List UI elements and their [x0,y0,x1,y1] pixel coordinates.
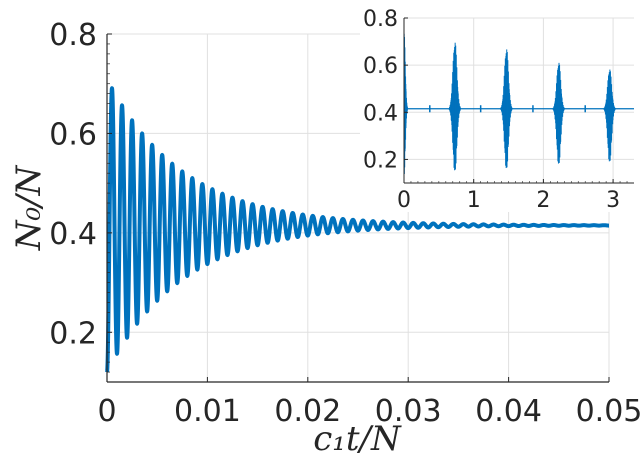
inset-axes [403,17,634,184]
main-series-line [105,86,611,373]
main-y-tick-label: 0.8 [49,18,97,53]
inset-y-tick-labels: 0.2 0.4 0.6 0.8 [363,7,398,173]
main-x-tick-label: 0.05 [576,394,642,429]
x-axis-label: c₁t/N [313,419,402,459]
inset-x-tick-label: 1 [467,188,481,213]
inset-y-tick-label: 0.2 [363,148,398,173]
main-x-tick-label: 0.02 [274,394,341,429]
inset-y-tick-label: 0.8 [363,7,398,32]
inset-background [360,0,642,212]
inset-y-tick-label: 0.4 [363,101,398,126]
inset-burst [552,62,565,164]
inset-burst [603,69,616,162]
inset-burst [448,42,461,171]
inset-panel: 0 1 2 3 0.2 0.4 0.6 0.8 [360,0,642,213]
inset-x-tick-label: 3 [606,188,620,213]
main-x-tick-labels: 0 0.01 0.02 0.03 0.04 0.05 [97,394,642,429]
main-axes [106,33,610,383]
inset-grid [404,17,634,183]
main-y-tick-label: 0.2 [49,316,97,351]
main-x-tick-label: 0.03 [375,394,442,429]
main-y-tick-label: 0.4 [49,217,97,252]
main-x-tick-label: 0 [97,394,116,429]
inset-x-tick-labels: 0 1 2 3 [397,188,620,213]
y-axis-label: N₀/N [9,164,49,251]
inset-x-tick-label: 2 [536,188,550,213]
inset-burst [500,49,513,169]
inset-x-tick-label: 0 [397,188,411,213]
main-x-tick-label: 0.01 [174,394,241,429]
main-y-tick-labels: 0.2 0.4 0.6 0.8 [49,18,97,351]
main-y-tick-label: 0.6 [49,117,97,152]
inset-y-tick-label: 0.6 [363,54,398,79]
main-x-tick-label: 0.04 [475,394,542,429]
inset-series [403,33,634,175]
main-series [105,86,611,373]
